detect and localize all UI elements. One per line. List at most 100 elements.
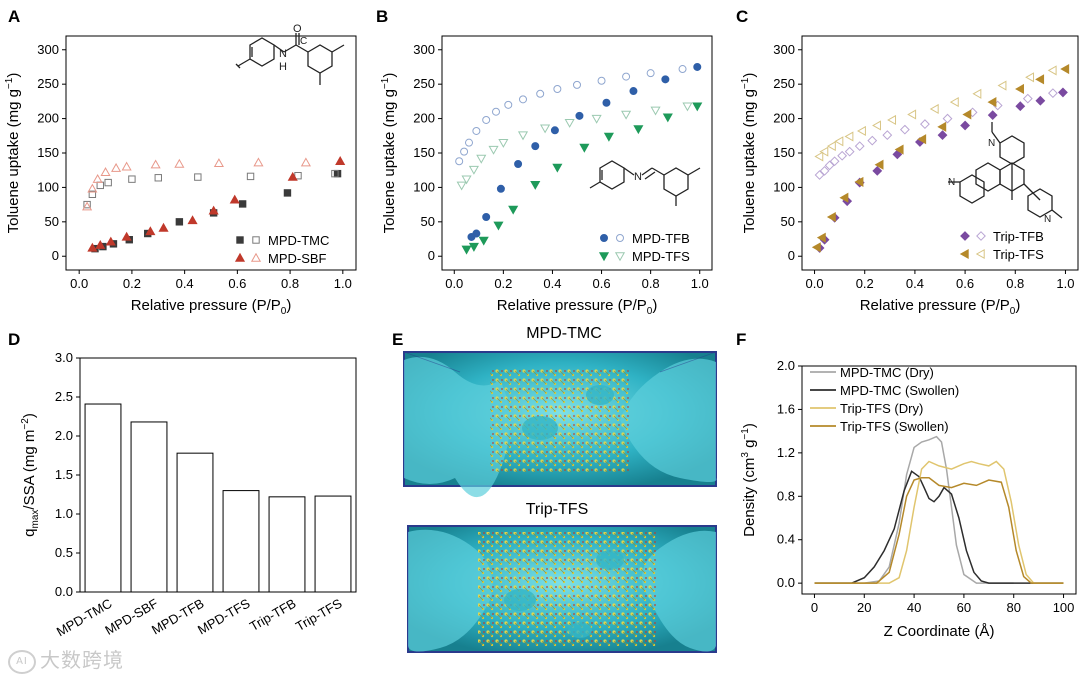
panel-f-xtick-label: 0: [811, 600, 818, 615]
panel-c-ytick-label: 0: [788, 248, 795, 263]
panel-c-legend-label: Trip-TFB: [993, 229, 1044, 244]
panel-a-point-mpd-tmc-desorption: [104, 178, 112, 187]
panel-b-xtick-label: 1.0: [691, 276, 709, 291]
panel-a-point-mpd-tmc-adsorption: [238, 200, 247, 208]
panel-d-ytick-label: 1.5: [55, 467, 73, 482]
panel-c-point-trip-tfs-desorption: [844, 131, 854, 142]
panel-b-ytick-label: 100: [413, 179, 435, 194]
panel-c-point-trip-tfs-adsorption: [816, 232, 826, 243]
panel-d-ylabel: qmax/SSA (mg m−2): [20, 413, 41, 537]
panel-b-point-mpd-tfs-desorption: [621, 110, 632, 120]
panel-c-point-trip-tfs-desorption: [872, 120, 881, 131]
panel-c-point-trip-tfb-adsorption: [1058, 87, 1068, 98]
panel-c-point-trip-tfs-adsorption: [987, 97, 997, 108]
panel-f-xtick-label: 40: [907, 600, 921, 615]
panel-a-ytick-label: 200: [37, 111, 59, 126]
panel-c-legend-marker-trip-tfs-des: [975, 248, 985, 260]
panel-label-d: D: [8, 330, 20, 349]
panel-c-legend-marker-trip-tfs-ads: [959, 248, 969, 260]
panel-f-line-trip-tfs-dry: [814, 460, 1064, 584]
panel-b-point-mpd-tfs-adsorption: [633, 125, 644, 135]
panel-f-legend-label: Trip-TFS (Dry): [840, 401, 923, 416]
inset-c-nitrogen-1: N: [988, 138, 995, 149]
panel-a-ytick-label: 100: [37, 179, 59, 194]
panel-a-point-mpd-tmc-desorption: [83, 200, 91, 209]
panel-a-xtick-label: 0.4: [176, 276, 194, 291]
inset-a-carbon: C: [300, 36, 307, 47]
panel-a-point-mpd-tmc-desorption: [88, 190, 97, 198]
panel-a-point-mpd-sbf-adsorption: [187, 215, 198, 225]
sim-box-trip-tfs: [407, 525, 717, 653]
panel-c-point-trip-tfb-desorption: [1022, 93, 1033, 104]
panel-b-point-mpd-tfb-desorption: [504, 100, 513, 109]
panel-c-ytick-label: 300: [773, 42, 795, 57]
panel-c-point-trip-tfb-desorption: [844, 146, 855, 157]
panel-c-point-trip-tfs-adsorption: [811, 242, 821, 253]
panel-c-point-trip-tfb-desorption: [854, 141, 865, 152]
panel-b-point-mpd-tfs-adsorption: [579, 143, 590, 153]
panel-b-xtick-label: 0.0: [445, 276, 463, 291]
panel-a-point-mpd-tmc-adsorption: [283, 189, 292, 197]
panel-c-xtick-label: 0.2: [856, 276, 874, 291]
panel-b-point-mpd-tfs-desorption: [517, 131, 529, 141]
watermark-badge: AI: [8, 649, 36, 674]
panel-f-legend-label: MPD-TMC (Dry): [840, 365, 934, 380]
panel-a-point-mpd-sbf-desorption: [150, 159, 161, 169]
panel-f-ytick-label: 0.0: [777, 575, 795, 590]
panel-a-point-mpd-sbf-adsorption: [229, 194, 240, 204]
panel-c-xtick-label: 1.0: [1056, 276, 1074, 291]
panel-a-xtick-label: 0.8: [281, 276, 299, 291]
panel-c-point-trip-tfb-adsorption: [1035, 95, 1046, 106]
panel-b-legend-marker-mpd-tfb-ads: [600, 234, 608, 242]
panel-b-point-mpd-tfb-desorption: [597, 76, 606, 85]
panel-f-ylabel: Density (cm3 g−1): [740, 423, 758, 537]
panel-a-point-mpd-sbf-desorption: [87, 183, 98, 193]
panel-a-point-mpd-sbf-adsorption: [145, 226, 156, 236]
panel-f-xtick-label: 80: [1006, 600, 1020, 615]
panel-c-point-trip-tfb-desorption: [899, 124, 910, 135]
panel-c-xtick-label: 0.0: [806, 276, 824, 291]
panel-c-legend-label: Trip-TFS: [993, 247, 1044, 262]
panel-c-point-trip-tfb-adsorption: [987, 110, 998, 121]
panel-a-legend-label: MPD-TMC: [268, 233, 329, 248]
panel-a-point-mpd-sbf-desorption: [82, 201, 93, 211]
inset-b-nitrogen: N: [634, 171, 642, 183]
panel-d-bar-trip-tfb: [268, 496, 306, 593]
panel-a-ytick-label: 250: [37, 76, 59, 91]
panel-c-point-trip-tfs-adsorption: [1060, 63, 1070, 75]
panel-b-legend-label: MPD-TFB: [632, 231, 690, 246]
panel-b-point-mpd-tfs-desorption: [488, 145, 499, 155]
panel-c-point-trip-tfb-desorption: [882, 130, 893, 141]
panel-a-point-mpd-sbf-adsorption: [158, 222, 169, 232]
panel-a-point-mpd-sbf-desorption: [253, 157, 264, 167]
panel-c-point-trip-tfs-adsorption: [894, 144, 904, 155]
panel-a-ylabel: Toluene uptake (mg g−1): [4, 73, 22, 234]
panel-b-point-mpd-tfb-adsorption: [693, 62, 702, 71]
panel-f-ytick-label: 1.6: [777, 401, 795, 416]
panel-a-legend-marker-mpd-sbf-des: [250, 252, 262, 262]
panel-b-point-mpd-tfb-desorption: [622, 72, 631, 81]
panel-c-point-trip-tfb-desorption: [837, 150, 848, 161]
panel-b-ytick-label: 250: [413, 76, 435, 91]
panel-c-point-trip-tfs-desorption: [826, 141, 836, 152]
panel-f-plot-frame: [801, 365, 1077, 595]
panel-d-ytick-label: 2.0: [55, 428, 73, 443]
panel-b-point-mpd-tfb-desorption: [460, 147, 469, 156]
panel-b-legend-marker-mpd-tfs-des: [614, 252, 626, 262]
sim-title-bottom: Trip-TFS: [526, 501, 589, 518]
panel-f-ytick-label: 1.2: [777, 445, 795, 460]
sim-title-top: MPD-TMC: [526, 325, 602, 342]
panel-b-point-mpd-tfb-adsorption: [482, 213, 491, 222]
panel-b-point-mpd-tfs-adsorption: [461, 245, 472, 255]
panel-c-ytick-label: 100: [773, 179, 795, 194]
panel-a-xlabel: Relative pressure (P/P0): [131, 297, 292, 317]
panel-f-legend-label: MPD-TMC (Swollen): [840, 383, 959, 398]
panel-c-point-trip-tfs-adsorption: [937, 121, 947, 132]
panel-b-point-mpd-tfs-desorption: [456, 181, 467, 191]
panel-b-point-mpd-tfs-adsorption: [478, 236, 489, 246]
panel-c-point-trip-tfb-desorption: [824, 160, 835, 171]
panel-b-point-mpd-tfs-adsorption: [493, 221, 504, 231]
inset-a-oxygen: O: [293, 23, 302, 35]
panel-d-ytick-label: 0.5: [55, 545, 73, 560]
panel-a-point-mpd-sbf-adsorption: [208, 205, 219, 215]
